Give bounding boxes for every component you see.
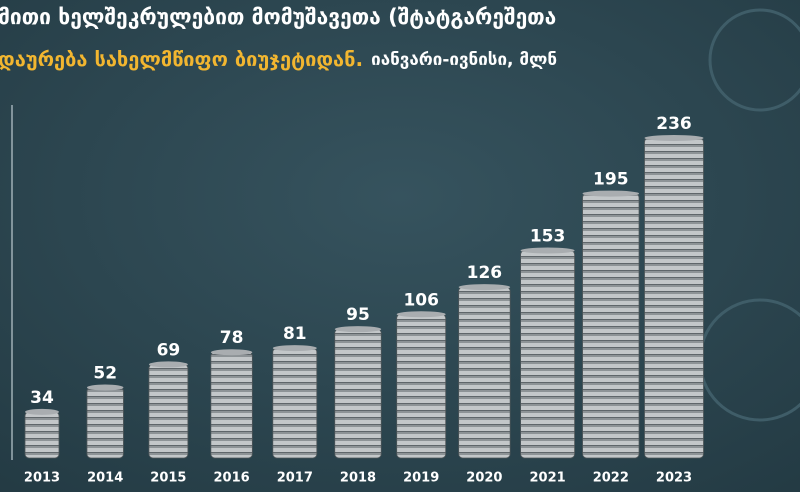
chart-subtitle: დაურება სახელმწიფო ბიუჯეტიდან. იანვარი-ივ… [0,47,557,71]
bar-top [520,247,575,254]
bar [334,328,382,459]
subtitle-main: დაურება სახელმწიფო ბიუჯეტიდან. [0,47,363,71]
bar [148,364,189,459]
x-tick-label: 2014 [87,471,123,486]
subtitle-note: იანვარი-ივნისი, მლნ [371,50,557,70]
x-tick-label: 2019 [403,471,439,486]
bar [396,313,447,459]
x-tick-label: 2015 [150,471,186,486]
x-tick-label: 2018 [340,471,376,486]
bar [272,347,318,459]
value-label: 195 [593,170,629,190]
bar [458,286,511,459]
value-label: 153 [530,227,566,247]
bar-top [396,311,446,318]
value-label: 52 [93,363,117,383]
bar [86,387,124,459]
bar [520,250,575,459]
bar-top [458,284,511,291]
bar-top [210,349,253,356]
bar-top [25,408,59,415]
bar-top [86,384,124,391]
bar-top [334,326,382,333]
value-label: 95 [346,305,370,325]
x-tick-label: 2013 [24,471,60,486]
decor-coin [708,8,800,112]
x-tick-label: 2023 [656,471,692,486]
x-tick-label: 2020 [466,471,502,486]
bar [644,137,704,459]
value-label: 69 [157,340,181,360]
bar [210,351,253,459]
x-tick-label: 2016 [214,471,250,486]
bar-top [148,361,188,368]
x-tick-label: 2021 [530,471,566,486]
value-label: 34 [30,388,54,408]
value-label: 236 [656,114,692,134]
bar-top [644,134,704,141]
bar-top [272,345,317,352]
value-label: 106 [403,290,439,310]
x-tick-label: 2022 [593,471,629,486]
x-tick-label: 2017 [277,471,313,486]
value-label: 78 [220,328,244,348]
bar-top [582,190,640,197]
value-label: 81 [283,324,307,344]
bar [24,411,60,459]
value-label: 126 [467,263,503,283]
chart-title: მითი ხელშეკრულებით მომუშავეთა (შტატგარეშ… [0,5,556,29]
bar [582,193,640,459]
